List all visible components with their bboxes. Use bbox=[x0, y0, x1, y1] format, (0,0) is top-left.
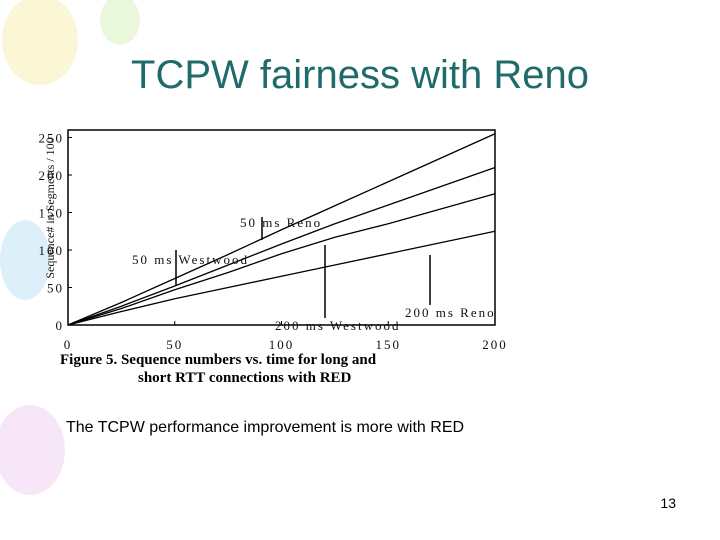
series-line bbox=[67, 193, 496, 326]
series-line bbox=[67, 230, 496, 326]
series-label: 200 ms Westwood bbox=[275, 318, 401, 333]
figure-caption: short RTT connections with RED bbox=[138, 370, 352, 386]
slide-title: TCPW fairness with Reno bbox=[131, 53, 589, 97]
y-tick-label: 150 bbox=[39, 206, 65, 221]
x-tick-label: 200 bbox=[482, 337, 508, 352]
x-tick-label: 0 bbox=[64, 337, 73, 352]
y-tick-label: 100 bbox=[39, 243, 65, 258]
plot-area bbox=[67, 129, 496, 326]
y-tick-label: 0 bbox=[56, 318, 65, 333]
decoration bbox=[0, 0, 140, 495]
series-line bbox=[67, 166, 496, 326]
y-tick-label: 50 bbox=[47, 281, 64, 296]
figure-caption: Figure 5. Sequence numbers vs. time for … bbox=[60, 352, 377, 368]
y-axis-label: Sequence# in Segments / 100 bbox=[43, 137, 57, 278]
caption: The TCPW performance improvement is more… bbox=[66, 419, 464, 436]
series-label: 50 ms Reno bbox=[240, 215, 322, 230]
series-line bbox=[67, 133, 496, 326]
x-tick-label: 50 bbox=[166, 337, 183, 352]
y-tick-label: 250 bbox=[39, 131, 65, 146]
x-tick-label: 150 bbox=[376, 337, 402, 352]
series-label: 50 ms Westwood bbox=[132, 252, 249, 267]
y-tick-label: 200 bbox=[39, 168, 65, 183]
page-number: 13 bbox=[660, 495, 676, 511]
x-tick-label: 100 bbox=[269, 337, 295, 352]
series-label: 200 ms Reno bbox=[405, 305, 496, 320]
